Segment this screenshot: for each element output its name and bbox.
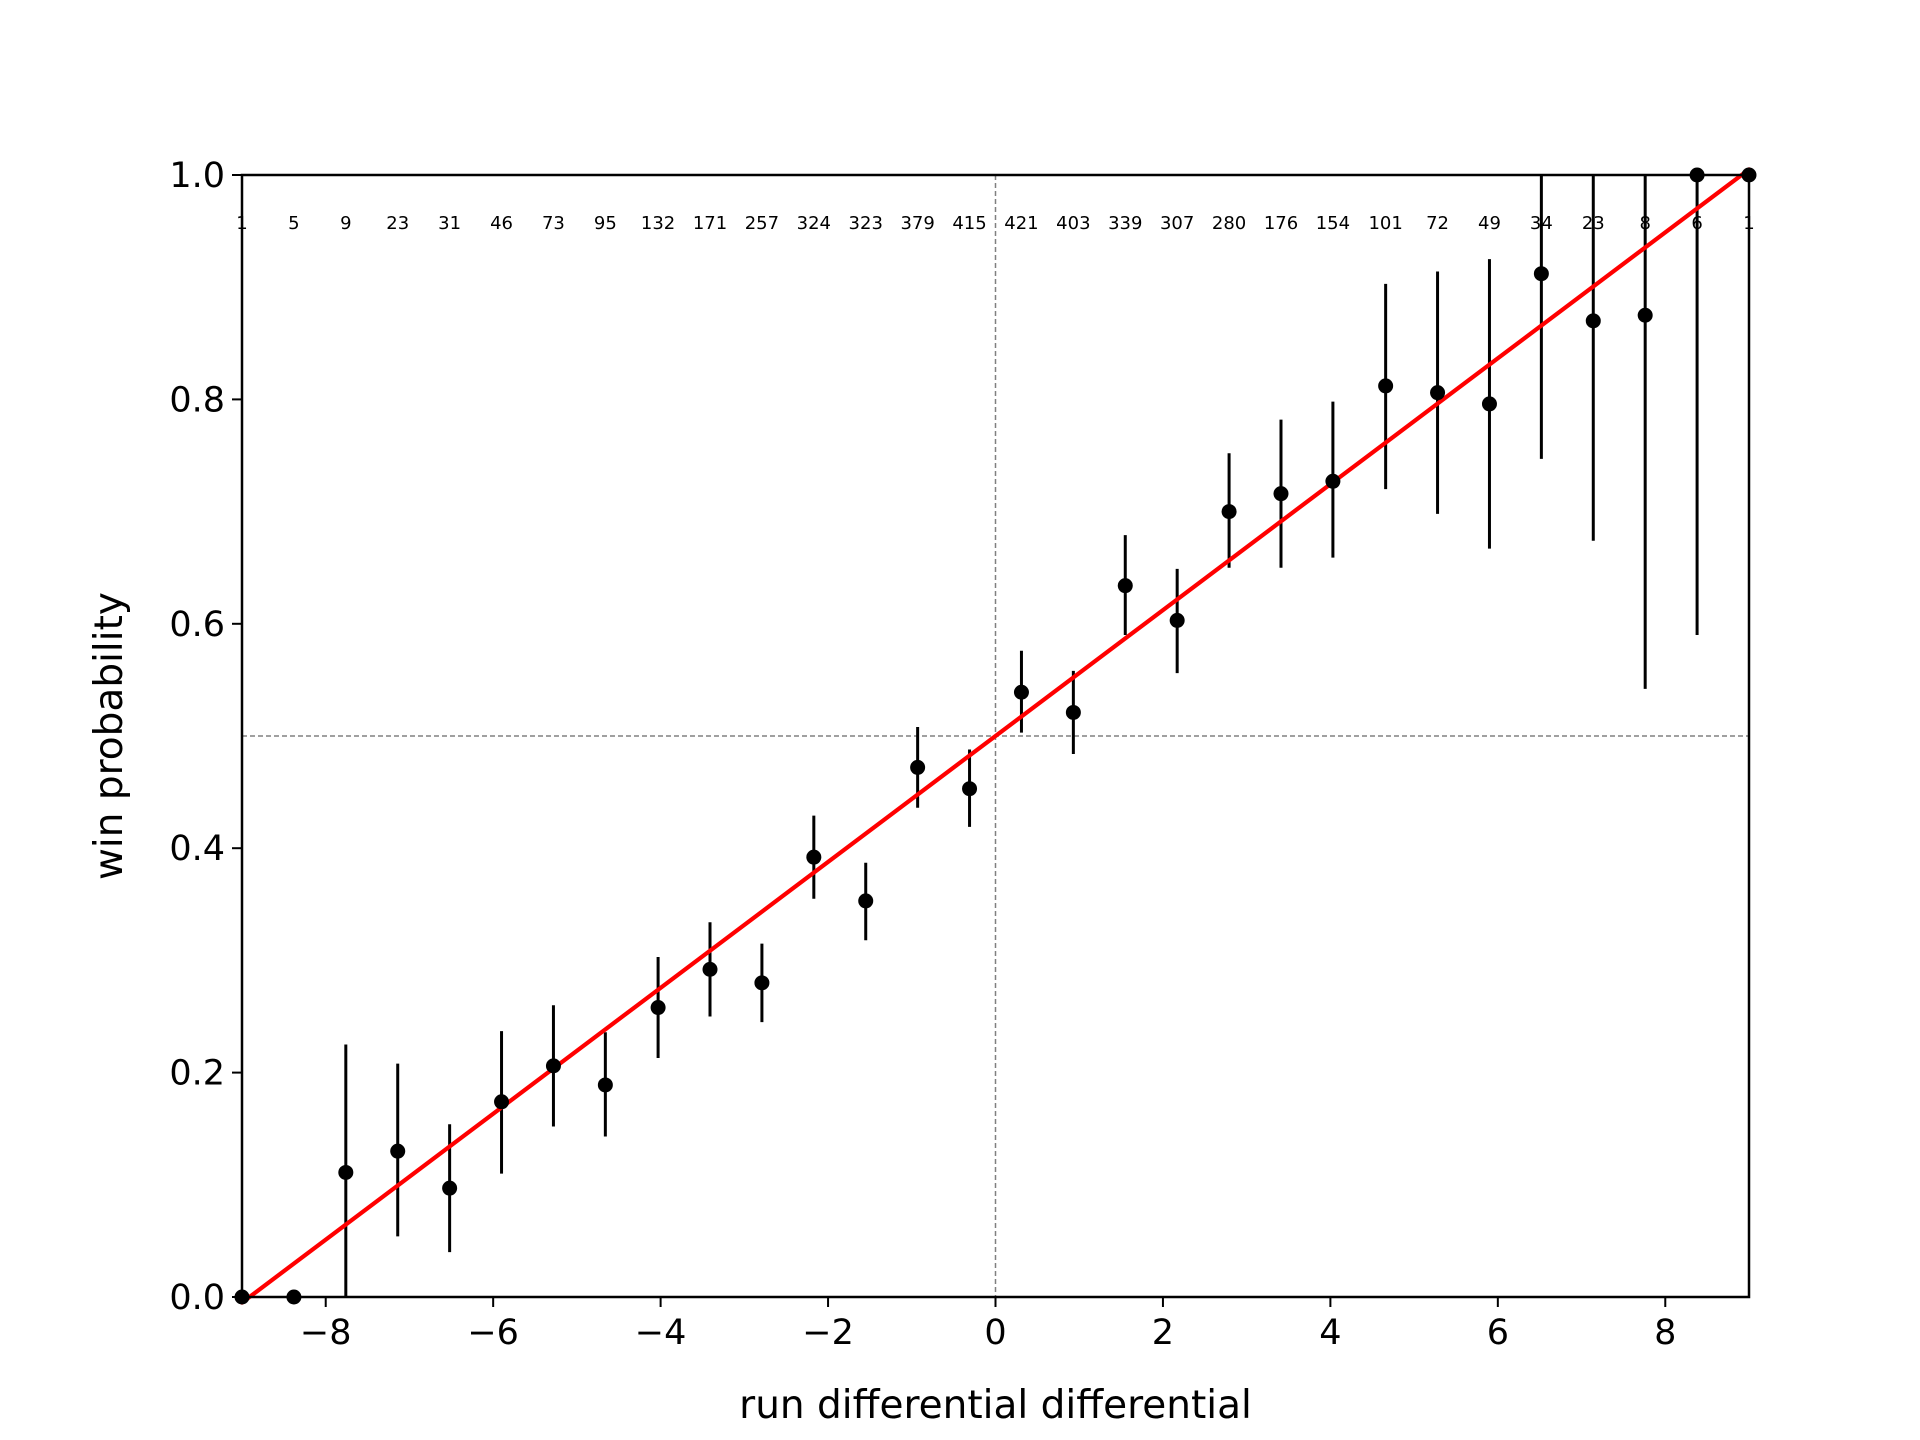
count-label: 132 <box>641 213 675 234</box>
x-tick-label: 6 <box>1487 1313 1509 1353</box>
y-tick-label: 0.6 <box>169 605 225 645</box>
data-point <box>1273 486 1289 502</box>
y-axis-title: win probability <box>87 592 132 880</box>
y-tick-label: 0.0 <box>169 1278 225 1318</box>
data-point <box>1637 307 1653 323</box>
count-label: 34 <box>1530 213 1553 234</box>
data-point <box>390 1143 406 1159</box>
count-label: 176 <box>1264 213 1298 234</box>
data-point <box>338 1164 354 1180</box>
y-tick-label: 0.8 <box>169 380 225 420</box>
x-axis-title: run differential differential <box>739 1383 1252 1428</box>
y-axis: 0.0 0.2 0.4 0.6 0.8 1.0 <box>169 156 242 1318</box>
count-label: 379 <box>900 213 934 234</box>
data-point <box>1378 378 1394 394</box>
count-label: 403 <box>1056 213 1090 234</box>
data-point <box>1481 396 1497 412</box>
count-label: 339 <box>1108 213 1142 234</box>
count-label: 49 <box>1478 213 1501 234</box>
data-point <box>806 849 822 865</box>
count-label: 101 <box>1368 213 1402 234</box>
data-point <box>597 1077 613 1093</box>
data-point <box>702 961 718 977</box>
count-label: 46 <box>490 213 513 234</box>
data-point <box>1013 684 1029 700</box>
count-label: 72 <box>1426 213 1449 234</box>
x-tick-label: 8 <box>1654 1313 1676 1353</box>
y-tick-label: 0.2 <box>169 1054 225 1094</box>
count-label: 171 <box>693 213 727 234</box>
data-point <box>754 975 770 991</box>
y-tick-label: 0.4 <box>169 829 225 869</box>
count-label: 323 <box>849 213 883 234</box>
data-point <box>1533 266 1549 282</box>
count-label: 257 <box>745 213 779 234</box>
data-point <box>1430 385 1446 401</box>
data-point <box>1585 313 1601 329</box>
x-tick-label: 2 <box>1152 1313 1174 1353</box>
x-tick-label: −6 <box>467 1313 519 1353</box>
count-label: 307 <box>1160 213 1194 234</box>
data-point <box>650 1000 666 1016</box>
x-tick-label: 4 <box>1319 1313 1341 1353</box>
x-axis: −8 −6 −4 −2 0 2 4 6 8 <box>300 1297 1676 1353</box>
x-tick-label: −2 <box>802 1313 854 1353</box>
count-label: 23 <box>386 213 409 234</box>
data-point <box>442 1180 458 1196</box>
data-point <box>494 1094 510 1110</box>
data-point <box>545 1058 561 1074</box>
fit-line <box>239 167 1752 1305</box>
count-label: 23 <box>1582 213 1605 234</box>
data-point <box>1221 504 1237 520</box>
count-label: 95 <box>594 213 617 234</box>
count-label: 8 <box>1639 213 1650 234</box>
x-tick-label: 0 <box>984 1313 1006 1353</box>
count-label: 421 <box>1004 213 1038 234</box>
data-point <box>962 781 978 797</box>
count-label: 280 <box>1212 213 1246 234</box>
count-label: 6 <box>1691 213 1702 234</box>
count-label: 415 <box>952 213 986 234</box>
data-point <box>858 893 874 909</box>
count-label: 324 <box>797 213 831 234</box>
data-point <box>910 759 926 775</box>
count-label: 154 <box>1316 213 1350 234</box>
count-label: 5 <box>288 213 299 234</box>
count-label: 9 <box>340 213 351 234</box>
plot-area: 1 5 9 23 31 46 73 95 132 171 257 324 323 379 415 421 403… <box>234 167 1757 1305</box>
count-label: 73 <box>542 213 565 234</box>
data-point <box>1117 578 1133 594</box>
data-point <box>1325 473 1341 489</box>
y-tick-label: 1.0 <box>169 156 225 196</box>
x-tick-label: −8 <box>300 1313 352 1353</box>
data-point <box>1169 612 1185 628</box>
count-label: 31 <box>438 213 461 234</box>
data-point <box>1065 704 1081 720</box>
x-tick-label: −4 <box>635 1313 687 1353</box>
